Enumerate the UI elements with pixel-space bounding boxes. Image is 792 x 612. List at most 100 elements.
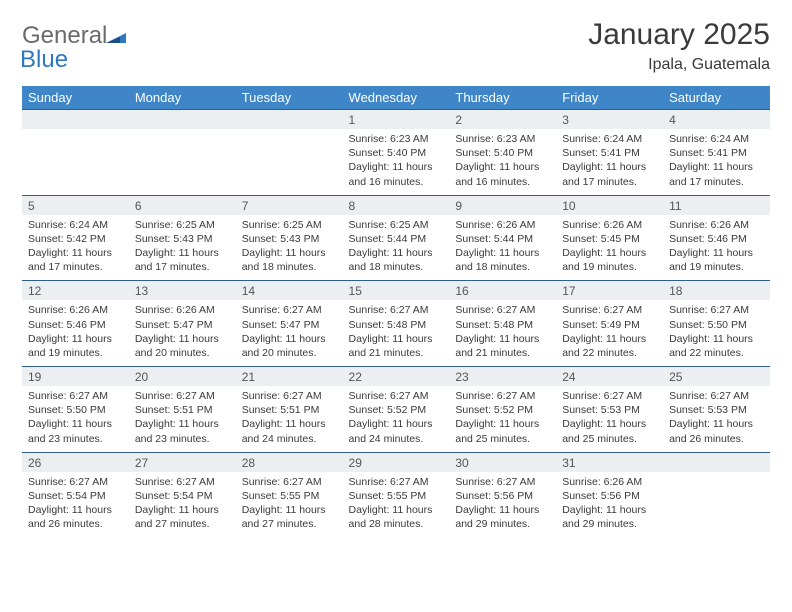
sunrise-text: Sunrise: 6:26 AM (669, 218, 764, 232)
day-details-cell: Sunrise: 6:27 AMSunset: 5:51 PMDaylight:… (129, 386, 236, 452)
page-header: General January 2025 Ipala, Guatemala (22, 18, 770, 74)
sunrise-text: Sunrise: 6:27 AM (669, 389, 764, 403)
sunrise-text: Sunrise: 6:27 AM (349, 389, 444, 403)
daylight-text-2: and 17 minutes. (669, 175, 764, 189)
daylight-text-1: Daylight: 11 hours (669, 332, 764, 346)
sunrise-text: Sunrise: 6:24 AM (28, 218, 123, 232)
day-details-cell (236, 129, 343, 195)
daylight-text-2: and 17 minutes. (562, 175, 657, 189)
day-number-cell: 27 (129, 452, 236, 472)
day-number-cell: 13 (129, 281, 236, 301)
sunrise-text: Sunrise: 6:26 AM (28, 303, 123, 317)
dow-wed: Wednesday (343, 86, 450, 110)
daylight-text-1: Daylight: 11 hours (562, 160, 657, 174)
day-number-cell (129, 110, 236, 130)
day-number-cell: 25 (663, 367, 770, 387)
day-details-cell: Sunrise: 6:26 AMSunset: 5:46 PMDaylight:… (663, 215, 770, 281)
sunset-text: Sunset: 5:51 PM (135, 403, 230, 417)
day-details-cell: Sunrise: 6:27 AMSunset: 5:48 PMDaylight:… (343, 300, 450, 366)
sunset-text: Sunset: 5:43 PM (135, 232, 230, 246)
day-number-cell: 26 (22, 452, 129, 472)
day-details-cell: Sunrise: 6:25 AMSunset: 5:43 PMDaylight:… (236, 215, 343, 281)
sunset-text: Sunset: 5:40 PM (349, 146, 444, 160)
day-details-cell: Sunrise: 6:23 AMSunset: 5:40 PMDaylight:… (343, 129, 450, 195)
daylight-text-1: Daylight: 11 hours (135, 417, 230, 431)
daylight-text-1: Daylight: 11 hours (455, 332, 550, 346)
daylight-text-1: Daylight: 11 hours (135, 246, 230, 260)
sunrise-text: Sunrise: 6:27 AM (562, 303, 657, 317)
daylight-text-2: and 19 minutes. (28, 346, 123, 360)
daylight-text-2: and 20 minutes. (135, 346, 230, 360)
sunrise-text: Sunrise: 6:27 AM (455, 475, 550, 489)
sunset-text: Sunset: 5:46 PM (28, 318, 123, 332)
daylight-text-2: and 29 minutes. (455, 517, 550, 531)
sunrise-text: Sunrise: 6:27 AM (562, 389, 657, 403)
daylight-text-1: Daylight: 11 hours (28, 503, 123, 517)
daylight-text-2: and 23 minutes. (28, 432, 123, 446)
day-details-cell: Sunrise: 6:25 AMSunset: 5:43 PMDaylight:… (129, 215, 236, 281)
daylight-text-2: and 22 minutes. (562, 346, 657, 360)
day-details-row: Sunrise: 6:27 AMSunset: 5:54 PMDaylight:… (22, 472, 770, 538)
daylight-text-1: Daylight: 11 hours (28, 417, 123, 431)
dow-mon: Monday (129, 86, 236, 110)
daylight-text-1: Daylight: 11 hours (455, 246, 550, 260)
sunset-text: Sunset: 5:56 PM (562, 489, 657, 503)
logo-blue-wrap: Blue (22, 46, 68, 74)
day-number-cell: 21 (236, 367, 343, 387)
daylight-text-2: and 27 minutes. (242, 517, 337, 531)
sunset-text: Sunset: 5:47 PM (242, 318, 337, 332)
day-details-cell: Sunrise: 6:27 AMSunset: 5:48 PMDaylight:… (449, 300, 556, 366)
sunset-text: Sunset: 5:40 PM (455, 146, 550, 160)
daylight-text-2: and 24 minutes. (349, 432, 444, 446)
daylight-text-2: and 18 minutes. (242, 260, 337, 274)
sunset-text: Sunset: 5:43 PM (242, 232, 337, 246)
day-details-cell: Sunrise: 6:27 AMSunset: 5:53 PMDaylight:… (663, 386, 770, 452)
daylight-text-1: Daylight: 11 hours (455, 160, 550, 174)
day-number-cell: 15 (343, 281, 450, 301)
daylight-text-1: Daylight: 11 hours (135, 332, 230, 346)
sunset-text: Sunset: 5:51 PM (242, 403, 337, 417)
daylight-text-1: Daylight: 11 hours (562, 417, 657, 431)
sunset-text: Sunset: 5:44 PM (349, 232, 444, 246)
day-details-cell: Sunrise: 6:27 AMSunset: 5:51 PMDaylight:… (236, 386, 343, 452)
dow-sun: Sunday (22, 86, 129, 110)
sunset-text: Sunset: 5:48 PM (455, 318, 550, 332)
daylight-text-2: and 22 minutes. (669, 346, 764, 360)
day-details-cell: Sunrise: 6:27 AMSunset: 5:50 PMDaylight:… (22, 386, 129, 452)
sunrise-text: Sunrise: 6:25 AM (242, 218, 337, 232)
day-number-cell: 4 (663, 110, 770, 130)
daylight-text-2: and 19 minutes. (562, 260, 657, 274)
sunset-text: Sunset: 5:56 PM (455, 489, 550, 503)
daylight-text-1: Daylight: 11 hours (669, 246, 764, 260)
sunset-text: Sunset: 5:46 PM (669, 232, 764, 246)
sunrise-text: Sunrise: 6:27 AM (455, 303, 550, 317)
daylight-text-2: and 21 minutes. (349, 346, 444, 360)
day-details-cell (22, 129, 129, 195)
day-details-cell: Sunrise: 6:26 AMSunset: 5:56 PMDaylight:… (556, 472, 663, 538)
day-number-cell: 1 (343, 110, 450, 130)
dow-row: Sunday Monday Tuesday Wednesday Thursday… (22, 86, 770, 110)
day-number-cell: 22 (343, 367, 450, 387)
day-details-cell: Sunrise: 6:27 AMSunset: 5:50 PMDaylight:… (663, 300, 770, 366)
daylight-text-2: and 25 minutes. (455, 432, 550, 446)
daylight-text-1: Daylight: 11 hours (242, 332, 337, 346)
day-details-cell: Sunrise: 6:27 AMSunset: 5:53 PMDaylight:… (556, 386, 663, 452)
day-number-cell: 3 (556, 110, 663, 130)
sunrise-text: Sunrise: 6:27 AM (349, 303, 444, 317)
sunset-text: Sunset: 5:55 PM (242, 489, 337, 503)
day-number-cell: 2 (449, 110, 556, 130)
day-number-cell: 10 (556, 195, 663, 215)
daylight-text-1: Daylight: 11 hours (669, 160, 764, 174)
day-details-cell: Sunrise: 6:24 AMSunset: 5:41 PMDaylight:… (556, 129, 663, 195)
calendar-body: 1234 Sunrise: 6:23 AMSunset: 5:40 PMDayli… (22, 110, 770, 538)
dow-tue: Tuesday (236, 86, 343, 110)
day-number-cell: 30 (449, 452, 556, 472)
sunset-text: Sunset: 5:52 PM (349, 403, 444, 417)
daylight-text-2: and 26 minutes. (669, 432, 764, 446)
day-number-cell: 19 (22, 367, 129, 387)
daylight-text-2: and 26 minutes. (28, 517, 123, 531)
location-text: Ipala, Guatemala (588, 56, 770, 74)
daylight-text-2: and 24 minutes. (242, 432, 337, 446)
sunrise-text: Sunrise: 6:26 AM (562, 475, 657, 489)
sunset-text: Sunset: 5:44 PM (455, 232, 550, 246)
